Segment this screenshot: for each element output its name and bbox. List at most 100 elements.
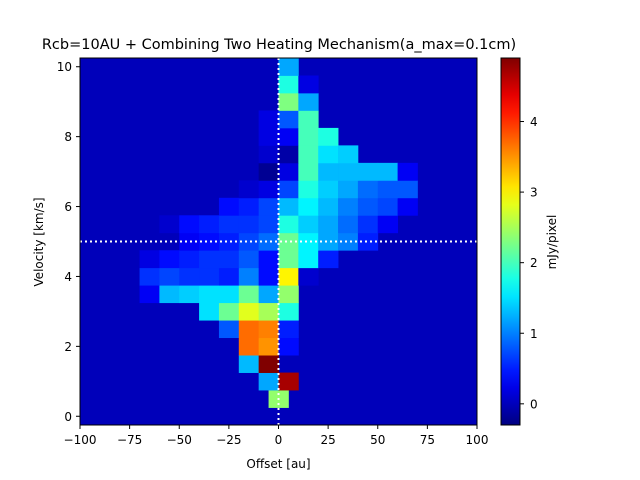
heatmap-cell <box>199 215 220 234</box>
heatmap-cell <box>258 320 279 339</box>
heatmap-cell <box>179 232 200 251</box>
heatmap-cell <box>377 215 398 234</box>
heatmap-cell <box>298 92 319 111</box>
heatmap-cell <box>179 250 200 269</box>
heatmap-cell <box>218 285 240 304</box>
colorbar-gradient <box>501 58 520 425</box>
heatmap-cell <box>338 215 359 234</box>
reference-lines <box>80 58 477 425</box>
heatmap-cell <box>179 285 200 304</box>
heatmap-cell <box>298 180 319 199</box>
heatmap-cell <box>258 372 279 391</box>
heatmap-cell <box>179 267 200 286</box>
heatmap-cell <box>278 337 299 356</box>
colorbar-label: mJy/pixel <box>545 215 559 270</box>
heatmap-cell <box>338 232 359 251</box>
heatmap-cell <box>258 145 279 164</box>
colorbar-frame <box>500 57 521 426</box>
heatmap-cell <box>278 215 299 234</box>
y-axis-label: Velocity [km/s] <box>32 197 46 286</box>
heatmap-cell <box>318 162 339 181</box>
y-tick-label: 0 <box>64 410 72 424</box>
chart-title: Rcb=10AU + Combining Two Heating Mechani… <box>42 37 516 53</box>
colorbar-ticks: 0 1 2 3 4 <box>520 115 538 411</box>
heatmap-cell <box>357 162 379 181</box>
x-tick-label: −75 <box>117 433 142 447</box>
heatmap-cell <box>278 250 299 269</box>
heatmap-cell <box>238 337 260 356</box>
heatmap-cell <box>159 250 180 269</box>
heatmap-cell <box>278 180 299 199</box>
heatmap-cell <box>258 355 279 373</box>
heatmap-cell <box>278 110 299 129</box>
heatmap-cell <box>258 110 279 129</box>
y-tick-label: 6 <box>64 200 72 214</box>
heatmap-cell <box>278 162 299 181</box>
heatmap-cell <box>258 285 279 304</box>
heatmap-cell <box>199 285 220 304</box>
heatmap-cell <box>278 127 299 146</box>
heatmap-cell <box>159 267 180 286</box>
heatmap-cell <box>278 145 299 164</box>
heatmap-cell <box>318 197 339 216</box>
heatmap-cell <box>218 250 240 269</box>
heatmap-cells <box>139 58 418 408</box>
heatmap-cell <box>278 75 299 94</box>
x-tick-label: 100 <box>466 433 489 447</box>
heatmap-cell <box>159 215 180 234</box>
heatmap-cell <box>199 302 220 321</box>
y-axis-ticks: 0 2 4 6 8 10 <box>57 60 80 424</box>
x-axis-label: Offset [au] <box>246 457 310 471</box>
heatmap-cell <box>199 232 220 251</box>
colorbar-tick-label: 0 <box>530 397 538 411</box>
heatmap-cell <box>258 127 279 146</box>
heatmap-cell <box>298 162 319 181</box>
heatmap-cell <box>218 320 240 339</box>
x-tick-label: −50 <box>167 433 192 447</box>
heatmap-cell <box>318 180 339 199</box>
heatmap-cell <box>218 197 240 216</box>
x-tick-label: 0 <box>275 433 283 447</box>
heatmap-cell <box>338 197 359 216</box>
heatmap-cell <box>298 110 319 129</box>
heatmap-cell <box>238 355 260 373</box>
heatmap-cell <box>377 162 398 181</box>
heatmap-cell <box>377 197 398 216</box>
x-axis-ticks: −100 −75 −50 −25 0 25 50 75 100 <box>64 425 489 447</box>
heatmap-cell <box>278 232 299 251</box>
colorbar-tick-label: 3 <box>530 186 538 200</box>
heatmap-cell <box>199 267 220 286</box>
heatmap-cell <box>278 197 299 216</box>
y-tick-label: 4 <box>64 270 72 284</box>
heatmap-cell <box>278 302 299 321</box>
y-tick-label: 8 <box>64 130 72 144</box>
heatmap-cell <box>278 58 299 76</box>
heatmap-cell <box>139 285 160 304</box>
heatmap-cell <box>298 145 319 164</box>
heatmap-cell <box>258 197 279 216</box>
heatmap-cell <box>357 215 379 234</box>
x-tick-label: 25 <box>320 433 335 447</box>
heatmap-cell <box>238 320 260 339</box>
colorbar-tick-label: 1 <box>530 327 538 341</box>
heatmap-cell <box>298 215 319 234</box>
heatmap-cell <box>298 232 319 251</box>
heatmap-cell <box>238 250 260 269</box>
heatmap-cell <box>357 197 379 216</box>
x-tick-label: 50 <box>370 433 385 447</box>
heatmap-cell <box>238 285 260 304</box>
colorbar: 0 1 2 3 4 mJy/pixel <box>500 57 559 426</box>
heatmap-cell <box>258 250 279 269</box>
heatmap-cell <box>258 232 279 251</box>
heatmap-cell <box>338 162 359 181</box>
heatmap-cell <box>278 285 299 304</box>
heatmap-cell <box>318 232 339 251</box>
heatmap-cell <box>278 92 299 111</box>
heatmap-cell <box>258 302 279 321</box>
heatmap-cell <box>298 197 319 216</box>
y-tick-label: 2 <box>64 340 72 354</box>
x-tick-label: −100 <box>64 433 97 447</box>
heatmap-cell <box>238 267 260 286</box>
heatmap-cell <box>397 180 418 199</box>
